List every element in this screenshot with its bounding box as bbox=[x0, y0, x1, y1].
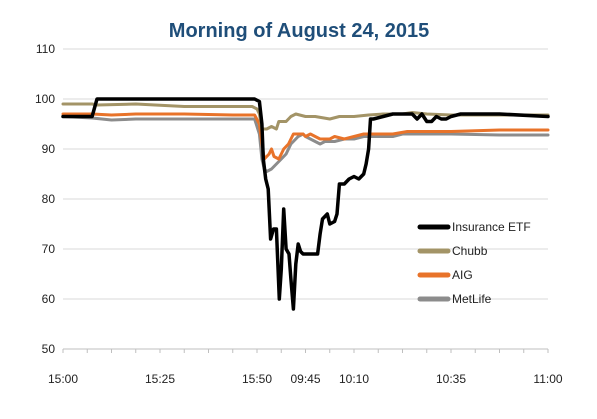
series-line-insurance-etf bbox=[61, 97, 550, 311]
legend-label: AIG bbox=[452, 268, 473, 282]
chart-title: Morning of August 24, 2015 bbox=[169, 20, 429, 42]
legend-label: Insurance ETF bbox=[452, 220, 531, 234]
x-tick-label: 09:45 bbox=[290, 372, 320, 386]
y-tick-label: 110 bbox=[36, 42, 55, 56]
x-tick-label: 11:00 bbox=[533, 372, 562, 386]
series-line-chubb bbox=[61, 102, 550, 131]
series-line-aig bbox=[61, 112, 550, 161]
legend-label: MetLife bbox=[452, 292, 492, 306]
series-lines bbox=[61, 97, 550, 311]
y-tick-label: 70 bbox=[42, 242, 56, 256]
x-tick-label: 15:00 bbox=[48, 372, 78, 386]
x-tick-label: 10:35 bbox=[436, 372, 466, 386]
y-tick-label: 90 bbox=[42, 142, 56, 156]
legend: Insurance ETF Chubb AIG MetLife bbox=[417, 220, 531, 306]
series-line-metlife bbox=[61, 115, 550, 173]
y-tick-label: 100 bbox=[35, 92, 55, 106]
x-tick-label: 15:25 bbox=[145, 372, 175, 386]
y-tick-label: 60 bbox=[42, 292, 56, 306]
x-axis-ticks: 15:00 15:25 15:50 09:45 10:10 10:35 11:00 bbox=[48, 349, 563, 386]
y-tick-label: 50 bbox=[42, 342, 56, 356]
x-tick-label: 15:50 bbox=[242, 372, 272, 386]
legend-label: Chubb bbox=[452, 244, 488, 258]
y-axis-ticks: 50 60 70 80 90 100 110 bbox=[35, 42, 55, 356]
x-tick-label: 10:10 bbox=[339, 372, 369, 386]
y-tick-label: 80 bbox=[42, 192, 56, 206]
